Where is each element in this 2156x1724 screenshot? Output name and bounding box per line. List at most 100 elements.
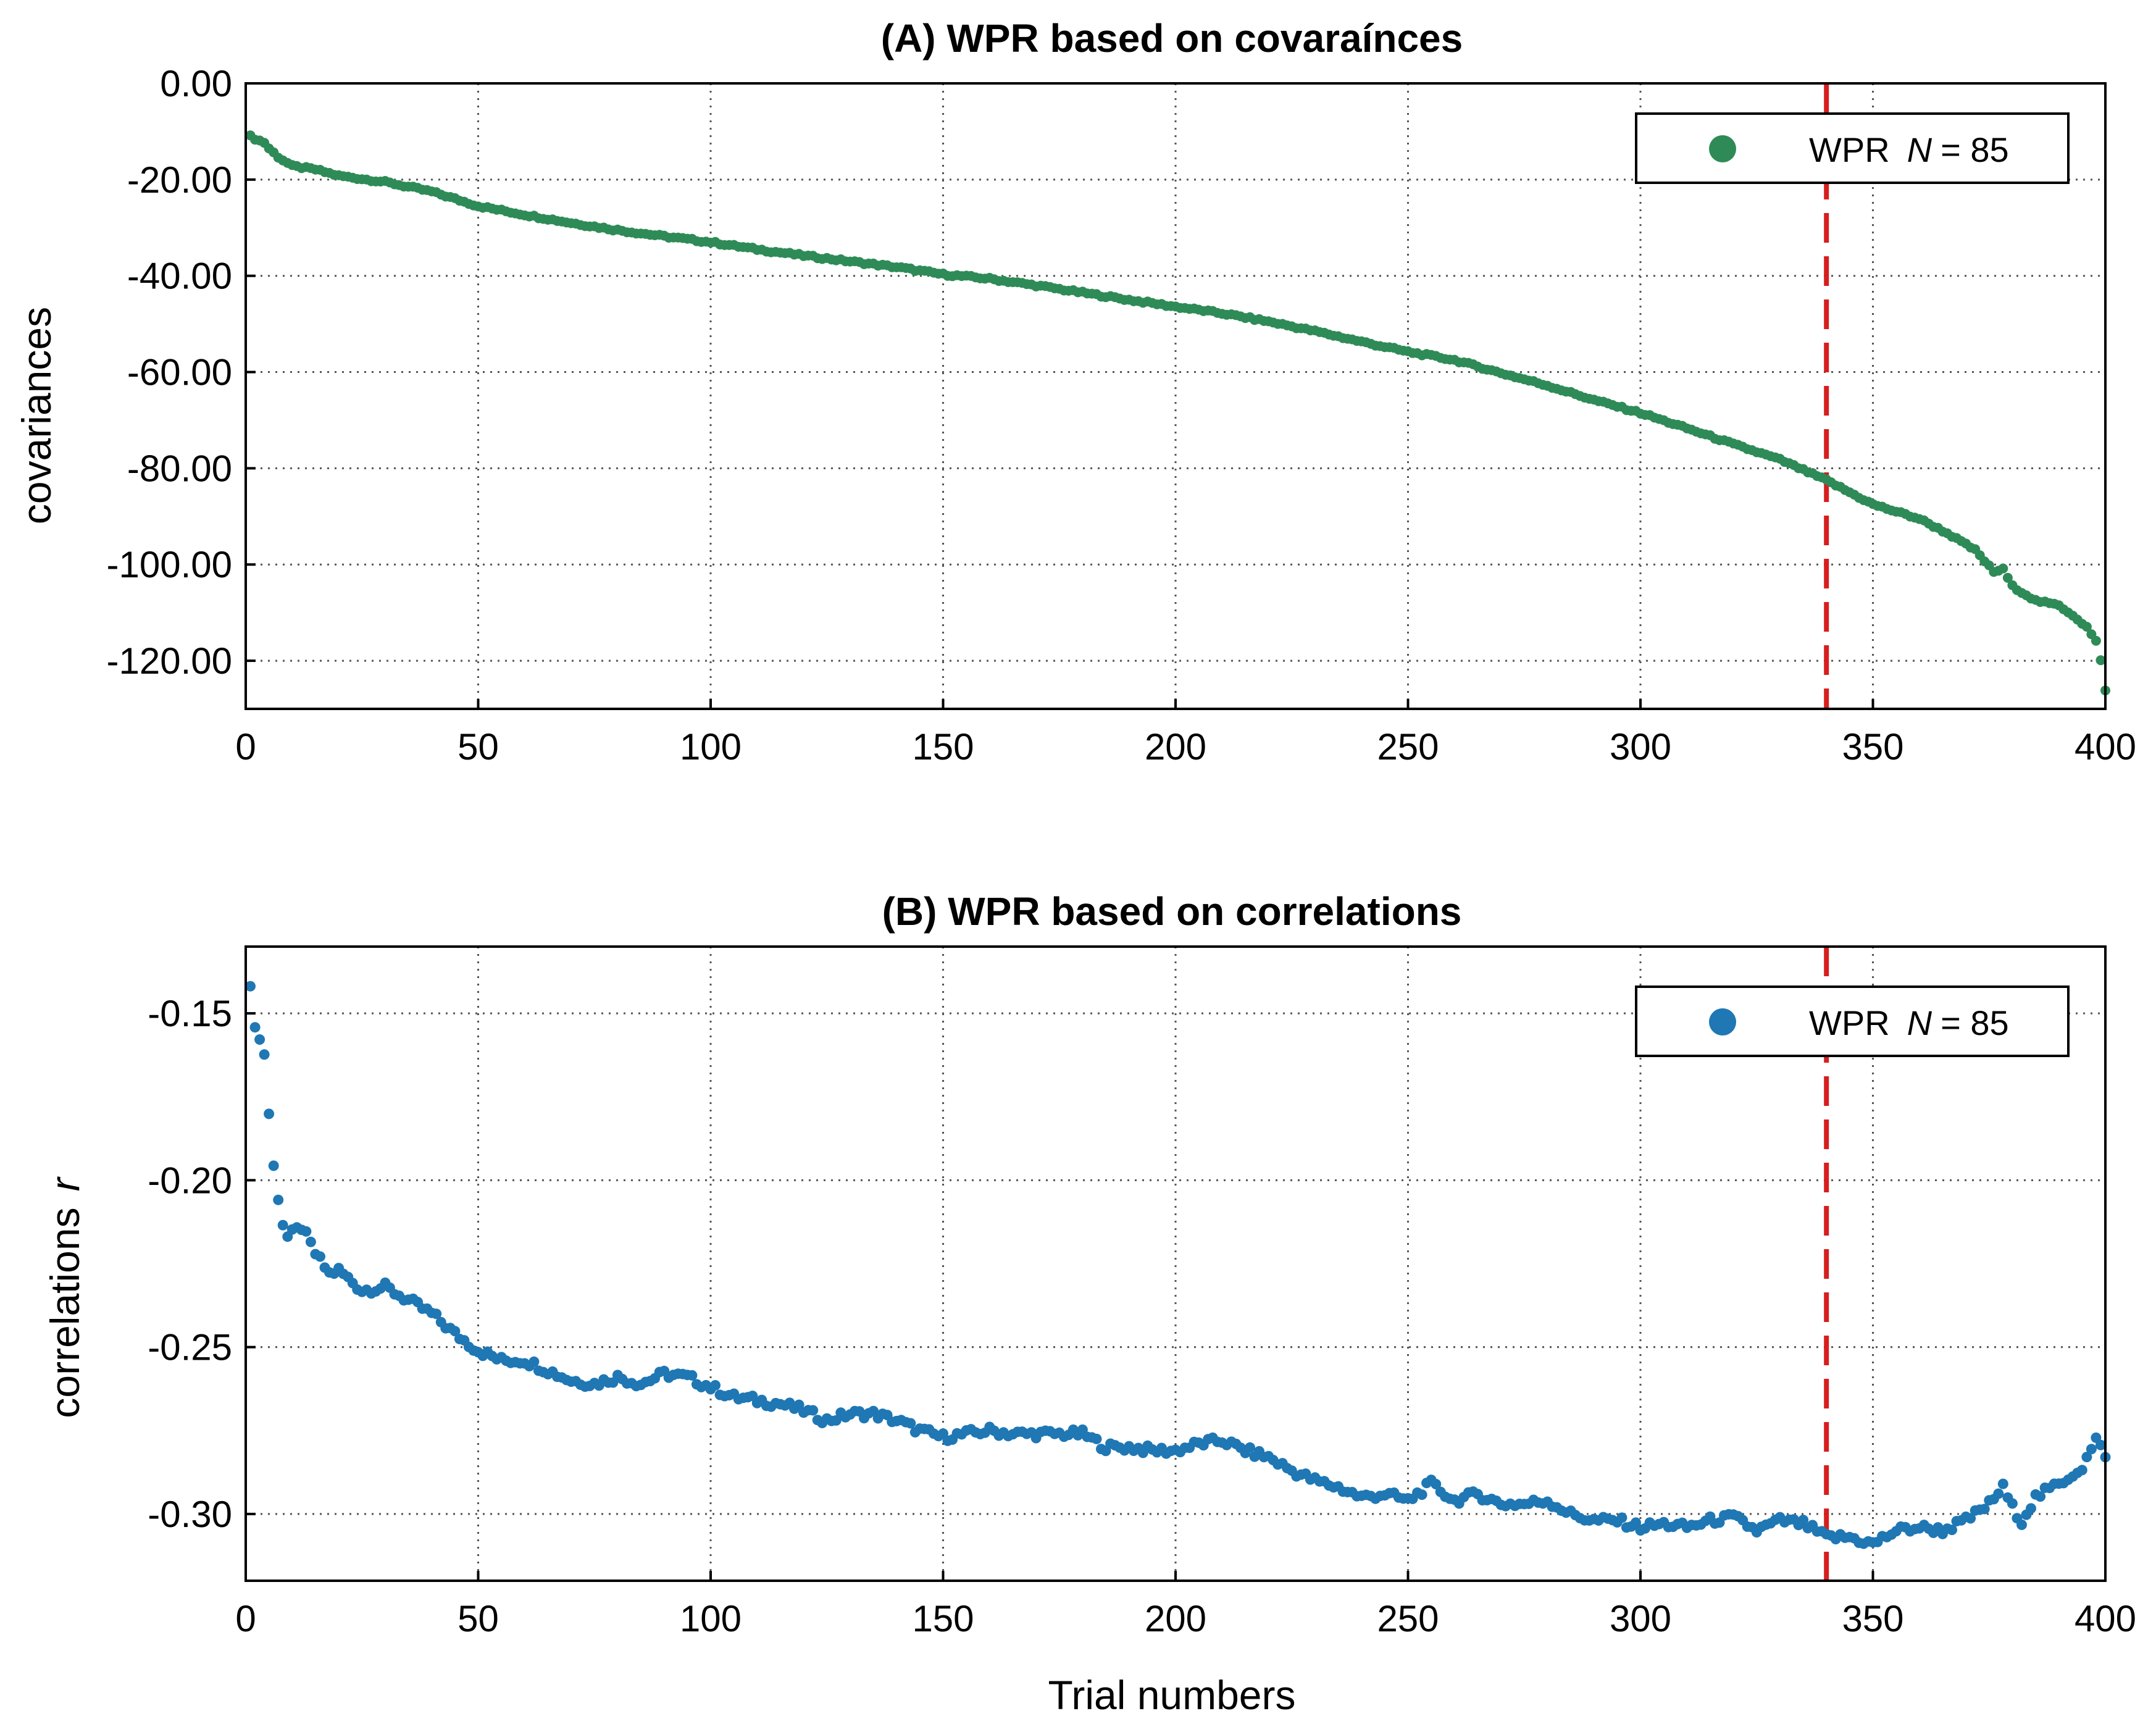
panel-b-ytick-label-1: -0.20 [148,1160,232,1201]
panel-a-xtick-label-7: 350 [1842,726,1903,768]
panel-a-ytick-label-5: -100.00 [107,544,233,585]
panel-a-legend-box [1635,112,2070,184]
panel-b-legend-box [1635,985,2070,1057]
panel-a-legend-stat-text: = 85 [1941,130,2009,169]
data-point [2016,1519,2027,1530]
panel-b-xtick-label-4: 200 [1145,1598,1206,1639]
panel-a-legend: WPR N = 85 [1635,112,2070,184]
panel-a-xtick-label-0: 0 [235,726,256,768]
panel-a-legend-label: WPR [1809,130,1890,169]
panel-b-legend-stat-text: = 85 [1941,1003,2009,1042]
panel-a-ytick-label-6: -120.00 [107,640,233,682]
data-point [259,1049,270,1060]
data-point [449,1326,461,1337]
data-point [830,1415,842,1426]
panel-b-xtick-label-2: 100 [680,1598,742,1639]
panel-a-xtick-label-4: 200 [1145,726,1206,768]
panel-a-xtick-label-5: 250 [1377,726,1439,768]
panel-b-legend-label: WPR [1809,1003,1890,1042]
data-point [431,1308,442,1320]
panel-b-ylabel-text: correlations [42,1207,88,1418]
panel-b-legend-marker [1709,1008,1736,1036]
panel-a-xtick-label-8: 400 [2075,726,2136,768]
data-point [273,1194,284,1205]
data-point [315,1251,325,1262]
panel-b-ticks: 0 50 100 150 200 250 300 350 400 -0.15 -0.20 -0.25 -… [148,993,2136,1639]
panel-b-xtick-label-5: 250 [1377,1598,1439,1639]
data-point [2081,622,2092,632]
panel-a-legend-marker [1709,135,1736,162]
panel-a-title: (A) WPR based on covaraínces [881,16,1463,61]
panel-b-xlabel: Trial numbers [1048,1672,1296,1718]
panel-a: (A) WPR based on covaraínces covariances… [14,16,2136,768]
panel-a-ytick-label-0: 0.00 [160,63,232,104]
data-point [2076,1465,2087,1476]
data-point [301,1226,312,1237]
panel-a-xtick-label-1: 50 [458,726,499,768]
data-point [268,1160,279,1171]
panel-a-xtick-label-2: 100 [680,726,742,768]
data-point [2095,1439,2106,1450]
panel-b-ylabel: correlations r [42,1176,88,1418]
panel-a-ylabel: covariances [14,307,59,524]
data-point [1245,1442,1255,1453]
panel-a-ytick-label-1: -20.00 [127,159,232,201]
data-point [2081,1452,2092,1463]
data-point [1091,1433,1102,1444]
panel-a-ytick-label-3: -60.00 [127,352,232,393]
panel-b-xtick-label-6: 300 [1610,1598,1671,1639]
panel-b-ytick-label-3: -0.30 [148,1494,232,1535]
data-point [2026,1503,2036,1514]
data-point [1947,1525,1957,1536]
panel-b-xtick-label-3: 150 [912,1598,974,1639]
data-point [2091,635,2101,646]
panel-a-legend-text: WPR N = 85 [1809,130,2009,169]
panel-b-ytick-label-2: -0.25 [148,1327,232,1368]
panel-b-xtick-label-8: 400 [2075,1598,2136,1639]
panel-b-legend-text: WPR N = 85 [1809,1003,2009,1042]
data-point [254,1034,265,1045]
panel-b-ylabel-symbol: r [42,1176,88,1191]
panel-a-ticks: 0 50 100 150 200 250 300 350 400 0.00 -20.00 -40.00… [107,63,2137,768]
data-point [1431,1479,1442,1489]
data-point [2095,655,2106,666]
panel-b-xtick-label-1: 50 [458,1598,499,1639]
panel-a-ytick-label-2: -40.00 [127,256,232,297]
data-point [1997,1478,2008,1489]
panel-a-xtick-label-6: 300 [1610,726,1671,768]
data-point [1993,1488,2004,1499]
data-point [2007,1498,2018,1509]
data-point [529,1356,540,1367]
data-point [1965,1513,1976,1524]
panel-b-xtick-label-7: 350 [1842,1598,1903,1639]
panel-b: (B) WPR based on correlations correlatio… [42,889,2136,1718]
data-point [1416,1489,1427,1500]
data-point [305,1236,316,1247]
panel-a-legend-stat-symbol: N [1907,130,1932,169]
data-point [793,1399,804,1410]
panel-a-points [245,130,2110,696]
panel-b-points [245,981,2111,1549]
data-point [808,1405,819,1416]
data-point [710,1380,721,1391]
panel-b-ytick-label-0: -0.15 [148,993,232,1034]
data-point [1979,1504,1990,1515]
data-point [2086,1444,2097,1455]
data-point [277,1220,288,1231]
data-point [1631,1517,1641,1528]
data-point [2035,1491,2046,1502]
data-point [264,1108,275,1119]
panel-a-ytick-label-4: -80.00 [127,448,232,489]
data-point [1798,1515,1809,1526]
data-point [245,981,256,992]
data-point [1998,563,2008,574]
panel-b-xtick-label-0: 0 [235,1598,256,1639]
panel-b-legend: WPR N = 85 [1635,985,2070,1057]
panel-b-legend-stat-symbol: N [1907,1003,1932,1042]
panel-a-xtick-label-3: 150 [912,726,974,768]
data-point [1616,1512,1627,1523]
data-point [687,1370,698,1381]
data-point [2002,572,2013,583]
